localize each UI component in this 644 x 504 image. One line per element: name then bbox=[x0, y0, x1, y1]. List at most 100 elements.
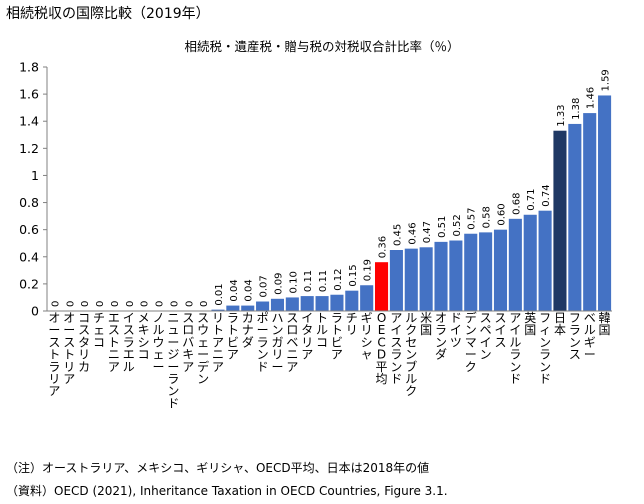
y-tick-label: 0.6 bbox=[19, 222, 39, 237]
data-label: 0.58 bbox=[482, 206, 493, 228]
bar bbox=[270, 298, 285, 311]
data-label: 0.68 bbox=[511, 193, 522, 215]
bar bbox=[464, 233, 478, 311]
data-label: 1.33 bbox=[556, 104, 567, 126]
data-label: 0.15 bbox=[348, 264, 359, 286]
x-tick-label: オランダ bbox=[435, 311, 447, 362]
data-label: 0 bbox=[199, 301, 210, 307]
data-label: 1.46 bbox=[586, 87, 597, 109]
bar bbox=[493, 229, 508, 311]
data-label: 0.47 bbox=[422, 221, 433, 243]
bar bbox=[419, 247, 433, 311]
data-label: 0.19 bbox=[363, 259, 374, 281]
chart-note: （注）オーストラリア、メキシコ、ギリシャ、OECD平均、日本は2018年の値 bbox=[6, 461, 430, 475]
y-tick-label: 1 bbox=[31, 168, 39, 183]
y-tick-label: 1.6 bbox=[19, 87, 39, 102]
data-label: 0.11 bbox=[318, 270, 329, 292]
data-label: 0 bbox=[184, 301, 195, 307]
x-tick-label: カナダ bbox=[242, 311, 254, 349]
x-tick-label: チェコ bbox=[93, 311, 105, 349]
x-tick-label: スイス bbox=[494, 311, 506, 349]
x-tick-label: デンマーク bbox=[465, 310, 477, 374]
bar bbox=[568, 123, 582, 311]
data-label: 0.51 bbox=[437, 216, 448, 238]
bar bbox=[211, 309, 225, 311]
x-tick-label: 韓国 bbox=[599, 311, 611, 337]
x-tick-label: エストニア bbox=[108, 311, 120, 374]
data-label: 0.74 bbox=[541, 184, 552, 206]
bar bbox=[404, 248, 418, 311]
x-tick-label: メキシコ bbox=[138, 311, 150, 362]
page-title: 相続税収の国際比較（2019年） bbox=[6, 6, 210, 22]
x-tick-label: イタリア bbox=[301, 311, 313, 362]
bar bbox=[598, 95, 612, 311]
data-label: 1.38 bbox=[571, 98, 582, 120]
x-tick-label: コスタリカ bbox=[78, 311, 90, 374]
bar bbox=[241, 305, 255, 311]
x-tick-label: スロバキア bbox=[182, 311, 194, 374]
x-tick-label: アイスランド bbox=[390, 311, 402, 386]
y-tick-label: 0.8 bbox=[19, 195, 39, 210]
bar bbox=[538, 210, 552, 311]
data-label: 0 bbox=[65, 301, 76, 307]
x-tick-label: オーストラリア bbox=[48, 311, 60, 398]
x-tick-label: ギリシャ bbox=[361, 311, 373, 362]
x-tick-label: 英国 bbox=[524, 311, 536, 337]
chart-title: 相続税・遺産税・贈与税の対税収合計比率（％） bbox=[184, 39, 460, 54]
bar bbox=[285, 297, 299, 311]
x-tick-label: オーストリア bbox=[63, 311, 75, 386]
bar bbox=[389, 250, 403, 311]
data-label: 0.04 bbox=[244, 279, 255, 301]
y-tick-label: 0.4 bbox=[19, 249, 39, 264]
data-label: 0.04 bbox=[229, 279, 240, 301]
data-label: 0.11 bbox=[303, 270, 314, 292]
data-label: 0 bbox=[169, 301, 180, 307]
x-tick-label: ルクセンブルク bbox=[405, 311, 417, 398]
bar bbox=[256, 301, 270, 311]
data-label: 0.71 bbox=[526, 188, 537, 210]
data-label: 0.01 bbox=[214, 283, 225, 305]
data-label: 0.10 bbox=[288, 271, 299, 293]
data-label: 0.07 bbox=[259, 275, 270, 297]
x-tick-label: ノルウェー bbox=[153, 311, 165, 374]
x-tick-label: 日本 bbox=[554, 311, 566, 337]
bar bbox=[345, 290, 359, 311]
x-tick-label: スウェーデン bbox=[197, 311, 209, 386]
y-tick-label: 0 bbox=[31, 304, 39, 319]
x-tick-label: フランス bbox=[569, 311, 581, 362]
x-tick-label: チリ bbox=[346, 311, 358, 337]
x-tick-label: アイルランド bbox=[509, 311, 521, 386]
data-label: 0.12 bbox=[333, 268, 344, 290]
bar bbox=[449, 240, 463, 311]
data-label: 0.46 bbox=[407, 222, 418, 244]
chart-source: （資料）OECD (2021), Inheritance Taxation in… bbox=[6, 484, 448, 498]
y-tick-label: 1.8 bbox=[19, 60, 39, 75]
y-tick-label: 1.4 bbox=[19, 114, 39, 129]
data-label: 0 bbox=[50, 301, 61, 307]
x-tick-label: フィンランド bbox=[539, 311, 551, 386]
y-tick-label: 1.2 bbox=[19, 141, 39, 156]
bar bbox=[226, 305, 240, 311]
bar bbox=[553, 130, 567, 311]
data-label: 0.45 bbox=[392, 224, 403, 246]
x-tick-label: ラトビア bbox=[227, 311, 239, 362]
x-tick-label: リトアニア bbox=[212, 311, 224, 374]
x-tick-label: スロベニア bbox=[286, 311, 298, 374]
data-label: 0 bbox=[110, 301, 121, 307]
data-label: 0 bbox=[95, 301, 106, 307]
bar bbox=[360, 285, 374, 311]
data-label: 0.57 bbox=[467, 207, 478, 229]
data-label: 0.36 bbox=[378, 236, 389, 258]
x-tick-label: 米国 bbox=[420, 311, 432, 337]
data-label: 0 bbox=[80, 301, 91, 307]
bar bbox=[523, 214, 537, 311]
y-tick-label: 0.2 bbox=[19, 276, 39, 291]
x-tick-label: ベルギー bbox=[584, 311, 596, 362]
bar bbox=[300, 296, 314, 311]
bar bbox=[330, 294, 344, 311]
data-label: 1.59 bbox=[601, 69, 612, 91]
x-tick-label: イスラエル bbox=[123, 311, 135, 374]
data-label: 0.60 bbox=[496, 203, 507, 225]
x-tick-label: ポーランド bbox=[257, 311, 269, 374]
